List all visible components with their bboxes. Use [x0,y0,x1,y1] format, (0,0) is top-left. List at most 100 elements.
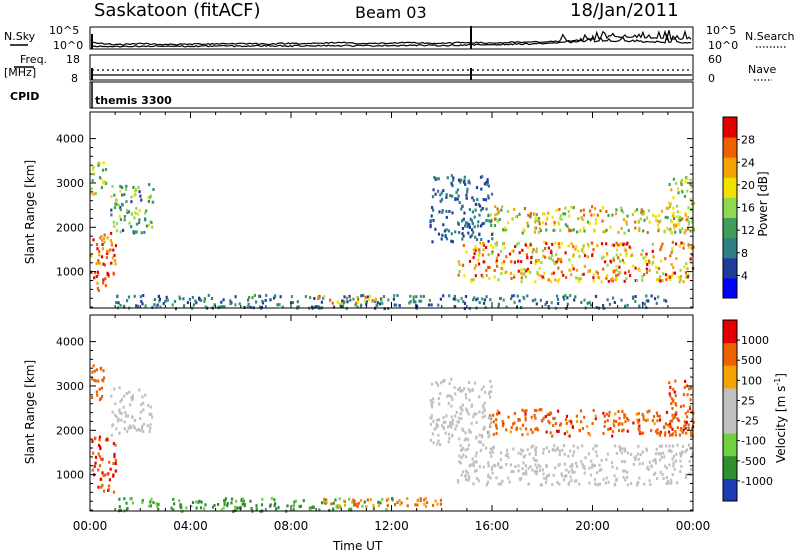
echo-cell [527,213,530,217]
echo-cell [467,443,470,447]
echo-cell [471,463,474,467]
echo-cell [617,410,620,413]
echo-cell [90,187,93,191]
echo-cell [671,444,674,448]
echo-cell [589,473,593,477]
echo-cell [459,461,462,465]
echo-cell [92,238,95,242]
echo-cell [526,448,529,452]
echo-cell [657,229,660,233]
echo-cell [331,301,334,305]
echo-cell [521,248,524,252]
echo-cell [409,300,412,304]
echo-cell [554,466,557,470]
echo-cell [658,458,662,462]
echo-cell [645,267,648,271]
echo-cell [399,502,402,506]
echo-cell [464,431,467,435]
echo-cell [664,273,668,277]
echo-cell [601,206,605,210]
echo-cell [230,501,233,505]
echo-cell [664,431,667,435]
echo-cell [475,412,478,416]
echo-cell [95,275,98,278]
echo-cell [274,502,277,506]
echo-cell [664,257,667,261]
echo-cell [302,499,305,503]
echo-cell [102,161,105,165]
echo-cell [680,464,683,468]
echo-cell [527,466,530,470]
echo-cell [414,300,417,304]
echo-cell [141,395,144,399]
echo-cell [98,261,101,265]
echo-cell [629,246,632,250]
echo-cell [192,303,195,307]
echo-cell [657,213,660,217]
echo-cell [581,248,584,252]
echo-cell [575,461,578,465]
echo-cell [445,414,448,418]
echo-cell [453,386,456,390]
echo-cell [687,222,690,226]
echo-cell [675,242,678,246]
echo-cell [438,210,441,214]
echo-cell [318,296,321,300]
echo-cell [119,400,122,403]
echo-cell [665,278,668,281]
echo-cell [668,205,672,209]
echo-cell [115,415,118,419]
echo-cell [534,298,537,302]
echo-cell [442,294,445,298]
echo-cell [149,405,152,409]
echo-cell [544,481,548,485]
echo-cell [657,451,660,455]
echo-cell [107,274,110,278]
echo-cell [393,294,396,298]
echo-cell [509,463,512,467]
echo-cell [465,193,468,197]
echo-cell [672,223,675,227]
noise-left-tick-bottom: 10^0 [53,39,83,52]
echo-cell [242,497,245,501]
echo-cell [431,240,434,244]
echo-cell [455,424,458,428]
echo-cell [152,501,155,504]
echo-cell [621,422,624,426]
echo-cell [485,268,488,272]
echo-cell [112,473,115,477]
echo-cell [522,455,525,459]
echo-cell [615,253,618,257]
echo-cell [524,418,527,422]
echo-cell [492,432,495,436]
echo-cell [641,450,644,454]
echo-cell [538,267,541,271]
echo-cell [507,221,510,225]
echo-cell [313,297,316,300]
echo-cell [605,458,608,462]
echo-cell [566,430,569,434]
echo-cell [530,415,533,419]
echo-cell [159,305,162,309]
echo-cell [341,299,344,303]
echo-cell [675,204,679,208]
echo-cell [91,468,94,472]
echo-cell [106,249,109,253]
echo-cell [602,477,605,481]
echo-cell [567,482,570,486]
echo-cell [583,471,586,475]
echo-cell [682,246,685,250]
echo-cell [118,497,121,501]
echo-cell [90,270,93,274]
echo-cell [680,452,683,456]
echo-cell [636,483,639,487]
echo-cell [447,425,450,429]
echo-cell [180,506,183,510]
echo-cell [675,411,678,415]
echo-cell [91,440,94,443]
echo-cell [628,245,631,249]
echo-cell [596,483,599,487]
echo-cell [355,503,358,507]
echo-cell [118,214,121,218]
echo-cell [580,216,583,220]
